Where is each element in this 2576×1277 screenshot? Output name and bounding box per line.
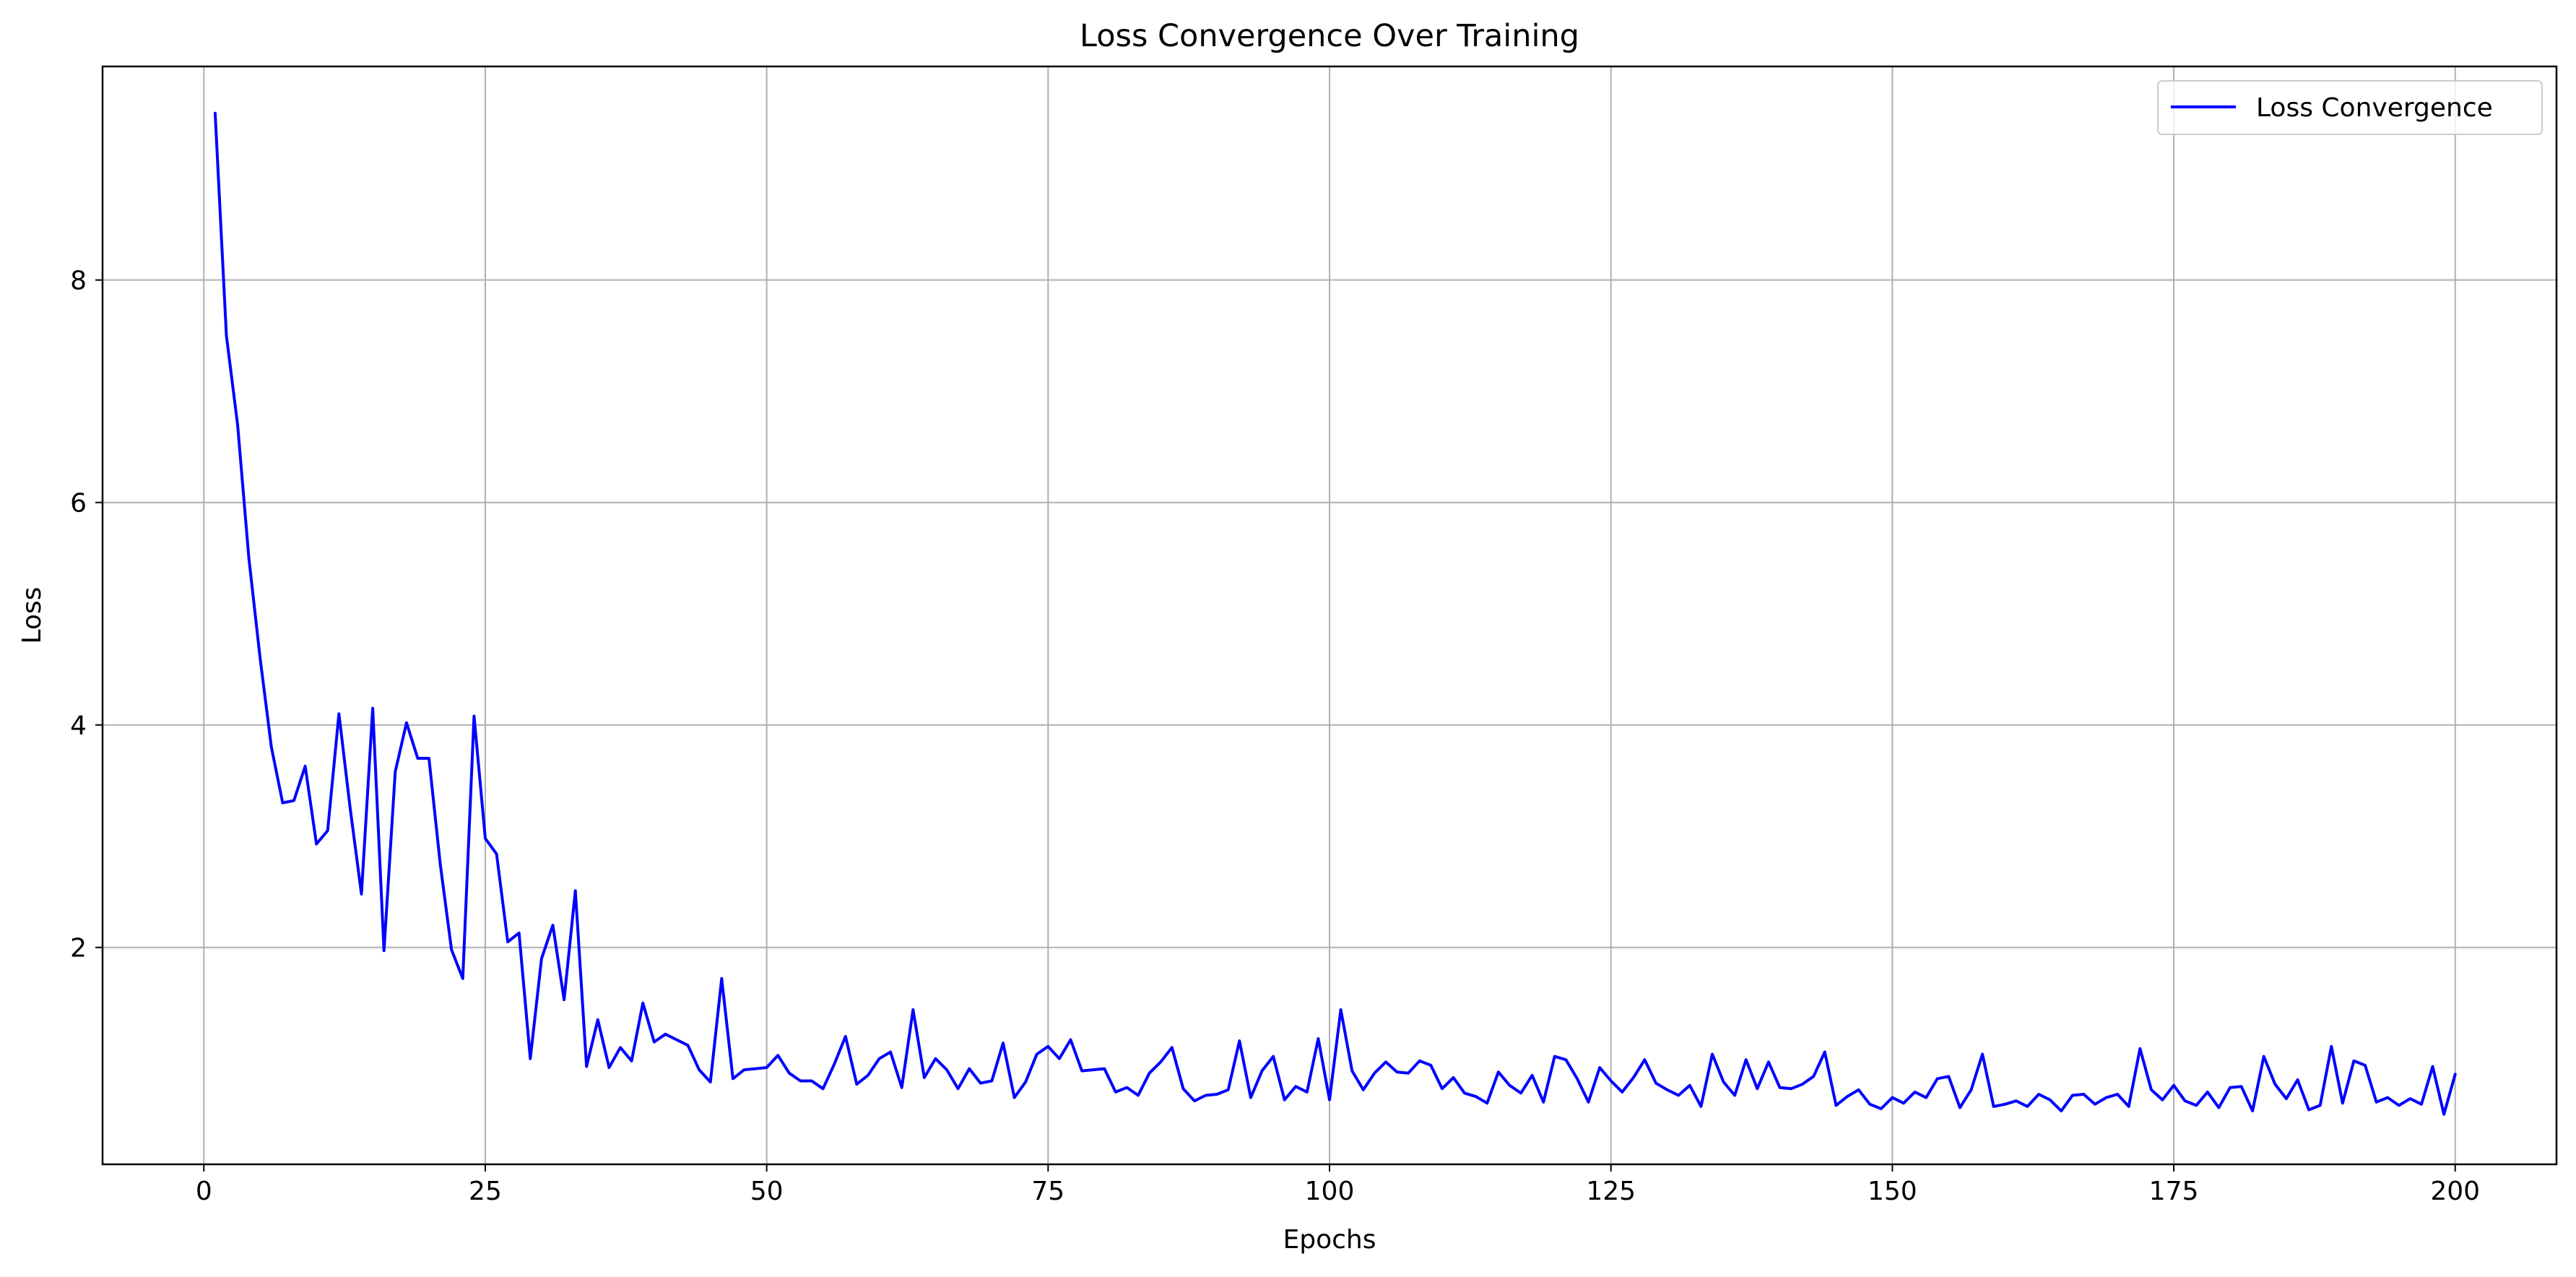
x-tick-label: 50: [750, 1177, 784, 1206]
y-tick-label: 6: [70, 489, 87, 519]
series-line: [213, 111, 2457, 1116]
legend: Loss Convergence: [2157, 80, 2543, 135]
x-tick-label: 100: [1305, 1177, 1355, 1206]
series-layer: [213, 111, 2457, 1116]
chart-title: Loss Convergence Over Training: [1080, 18, 1579, 54]
y-tick-label: 4: [70, 711, 87, 741]
y-axis-ticks: 2 4 6 8: [70, 267, 103, 964]
x-tick-label: 25: [469, 1177, 502, 1206]
legend-label: Loss Convergence: [2256, 93, 2493, 123]
x-tick-label: 200: [2430, 1177, 2480, 1206]
x-tick-label: 75: [1031, 1177, 1064, 1206]
legend-box: [2157, 80, 2543, 135]
x-tick-label: 150: [1868, 1177, 1917, 1206]
x-tick-label: 175: [2149, 1177, 2199, 1206]
y-tick-label: 8: [70, 267, 87, 296]
grid: [103, 66, 2557, 1164]
x-axis-ticks: 0 25 50 75 100 125 150 175 200: [196, 1164, 2480, 1206]
y-tick-label: 2: [70, 934, 87, 964]
x-tick-label: 125: [1586, 1177, 1636, 1206]
x-axis-label: Epochs: [1283, 1225, 1376, 1255]
x-tick-label: 0: [196, 1177, 212, 1206]
y-axis-label: Loss: [17, 587, 47, 644]
